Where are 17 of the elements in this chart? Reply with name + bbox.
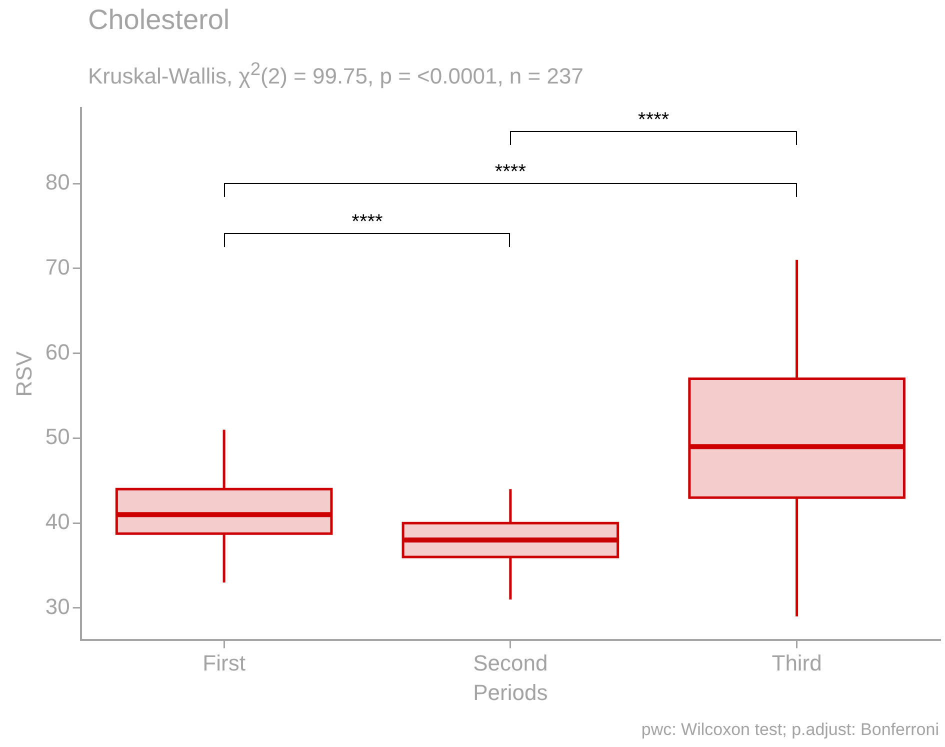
y-tick-label: 30 [45, 594, 70, 620]
y-axis-title: RSV [11, 351, 36, 397]
chart-title: Cholesterol [88, 4, 230, 36]
y-tick-label: 70 [45, 254, 70, 280]
annotation: **** [638, 109, 670, 132]
text: pwc: Wilcoxon test; p.adjust: Bonferroni [641, 720, 939, 740]
x-tick-label: Third [772, 650, 822, 676]
x-tick-label: First [202, 650, 246, 676]
chart-subtitle: Kruskal-Wallis, χ$^{2}$(2) = 99.75, p = <0.0001, n = 237 [88, 58, 584, 90]
y-tick-label: 40 [45, 509, 70, 534]
y-tick-label: 50 [45, 424, 70, 450]
annotation: **** [494, 160, 526, 184]
y-tick-label: 80 [45, 170, 70, 195]
x-tick-label: Second [473, 650, 548, 676]
annotation: **** [352, 211, 383, 234]
y-tick-label: 60 [45, 339, 70, 364]
x-axis-title: Periods [473, 680, 548, 705]
